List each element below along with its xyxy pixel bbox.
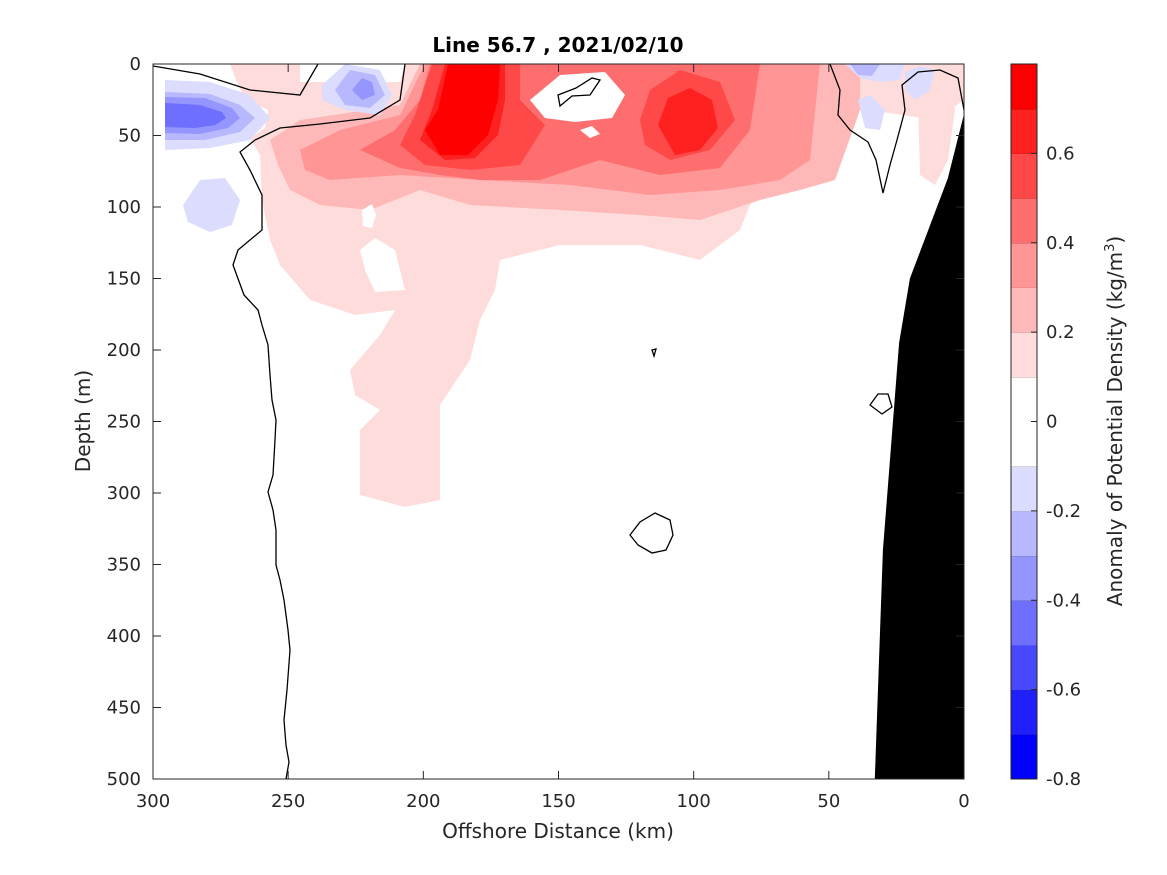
y-tick-label: 300: [107, 483, 141, 504]
neg-anomaly-0.3-central: [352, 78, 375, 100]
colorbar-label-end: ): [1103, 236, 1127, 244]
y-tick-label: 50: [118, 126, 141, 147]
colorbar: [1011, 63, 1037, 780]
y-tick-label: 350: [107, 555, 141, 576]
colorbar-swatch: [1011, 644, 1037, 691]
y-axis-ticks: 0 50 100 150 200 250 300 350 400 450 500: [107, 54, 964, 790]
anomaly-0.1-coastal-upper: [920, 78, 952, 160]
zero-anomaly-patches: [360, 72, 625, 292]
y-tick-label: 500: [107, 769, 141, 790]
colorbar-swatch: [1011, 153, 1037, 199]
zero-contour-west: [153, 64, 319, 96]
colorbar-ticks: 0.6 0.4 0.2 0 -0.2 -0.4 -0.6 -0.8: [1031, 143, 1081, 790]
colorbar-label: Anomaly of Potential Density (kg/m3): [1103, 236, 1127, 606]
x-tick-label: 150: [541, 791, 575, 812]
y-tick-label: 200: [107, 340, 141, 361]
bathymetry-seafloor: [874, 114, 964, 779]
zero-contour-tiny: [651, 348, 657, 359]
zero-contour-meander: [232, 64, 406, 779]
anomaly-0.7-region: [425, 64, 500, 155]
x-tick-label: 50: [817, 791, 840, 812]
zero-patch-2: [580, 126, 600, 138]
x-tick-label: 250: [271, 791, 305, 812]
colorbar-swatch: [1011, 64, 1037, 110]
colorbar-swatch: [1011, 108, 1037, 154]
neg-anomaly-0.2-east: [850, 64, 880, 76]
colorbar-swatch: [1011, 332, 1037, 378]
zero-patch-3: [362, 204, 376, 228]
colorbar-swatch: [1011, 600, 1037, 646]
y-axis-label: Depth (m): [71, 370, 95, 472]
negative-anomaly-layers: [165, 64, 935, 232]
neg-anomaly-0.4-west: [165, 103, 226, 128]
colorbar-swatch: [1011, 287, 1037, 333]
colorbar-tick-label: -0.8: [1046, 769, 1081, 790]
neg-anomaly-0.1-shelf: [858, 95, 885, 130]
plot-area: [153, 64, 964, 779]
colorbar-swatch: [1011, 376, 1037, 422]
colorbar-tick-label: 0: [1046, 412, 1057, 433]
y-tick-label: 150: [107, 269, 141, 290]
x-axis-ticks: 300 250 200 150 100 50 0: [136, 64, 970, 812]
zero-patch-4: [360, 238, 405, 292]
colorbar-swatch: [1011, 421, 1037, 467]
colorbar-swatch: [1011, 198, 1037, 244]
colorbar-swatch: [1011, 510, 1037, 557]
y-tick-label: 450: [107, 698, 141, 719]
y-tick-label: 0: [130, 54, 141, 75]
zero-contour-loop-shelf: [869, 393, 893, 415]
x-axis-label: Offshore Distance (km): [442, 819, 674, 843]
colorbar-label-superscript: 3: [1103, 244, 1118, 252]
chart-title: Line 56.7 , 2021/02/10: [432, 33, 683, 57]
x-tick-label: 200: [406, 791, 440, 812]
colorbar-label-main: Anomaly of Potential Density (kg/m: [1103, 252, 1127, 606]
anomaly-0.6-region-east: [658, 88, 718, 155]
colorbar-swatch: [1011, 689, 1037, 735]
colorbar-tick-label: 0.6: [1046, 143, 1075, 164]
neg-anomaly-0.1-deep-west: [183, 178, 240, 232]
zero-contour-east: [829, 64, 964, 194]
zero-contour-lines: [153, 64, 964, 779]
colorbar-swatch: [1011, 242, 1037, 288]
colorbar-swatch: [1011, 734, 1037, 780]
colorbar-swatch: [1011, 466, 1037, 512]
y-tick-label: 400: [107, 626, 141, 647]
positive-anomaly-layers: [230, 64, 964, 507]
colorbar-swatch: [1011, 555, 1037, 601]
colorbar-tick-label: 0.2: [1046, 322, 1075, 343]
zero-patch-1: [530, 72, 625, 122]
neg-anomaly-0.1-nearshore: [905, 66, 935, 100]
colorbar-tick-label: -0.6: [1046, 680, 1081, 701]
colorbar-tick-label: 0.4: [1046, 233, 1075, 254]
x-tick-label: 0: [958, 791, 969, 812]
y-tick-label: 250: [107, 412, 141, 433]
zero-contour-loop-central: [557, 77, 602, 108]
colorbar-tick-label: -0.2: [1046, 501, 1081, 522]
colorbar-tick-label: -0.4: [1046, 590, 1081, 611]
x-tick-label: 100: [676, 791, 710, 812]
y-tick-label: 100: [107, 197, 141, 218]
x-tick-label: 300: [136, 791, 170, 812]
zero-contour-loop-deep: [629, 512, 674, 554]
